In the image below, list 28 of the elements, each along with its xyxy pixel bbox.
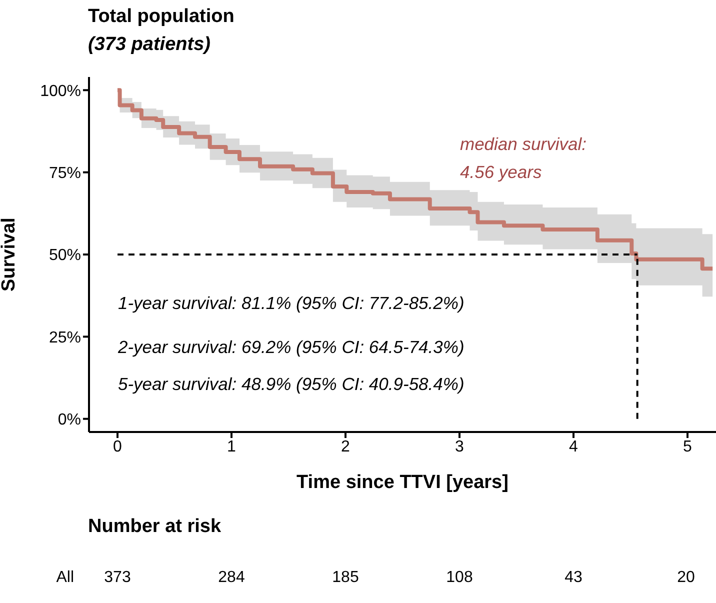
y-tick-label: 100% <box>40 82 81 100</box>
data-label: 373 <box>103 569 132 587</box>
x-axis-title: Time since TTVI [years] <box>296 472 508 493</box>
y-tick-label: 0% <box>58 412 81 429</box>
y-tick-label: 50% <box>48 247 81 264</box>
y-tick-label: 25% <box>48 329 81 346</box>
annotation: 1-year survival: 81.1% (95% CI: 77.2-85.2%) <box>118 293 464 314</box>
x-tick-label: 1 <box>227 438 236 456</box>
annotation: 2-year survival: 69.2% (95% CI: 64.5-74.3%) <box>118 337 464 358</box>
text: All <box>55 569 74 587</box>
x-tick-label: 5 <box>683 438 692 456</box>
data-label: 108 <box>445 569 474 587</box>
annotation: median survival: <box>460 134 586 155</box>
annotation: 4.56 years <box>460 162 542 183</box>
chart-subtitle: (373 patients) <box>88 34 210 56</box>
y-axis-title: Survival <box>0 218 20 292</box>
data-label: 185 <box>331 569 360 587</box>
chart-title: Total population <box>88 6 234 28</box>
y-tick-label: 75% <box>48 165 81 182</box>
x-tick-label: 4 <box>569 438 578 456</box>
data-label: 20 <box>676 569 696 587</box>
annotation: 5-year survival: 48.9% (95% CI: 40.9-58.4%) <box>118 374 464 395</box>
data-label: 43 <box>564 569 584 587</box>
text: Number at risk <box>88 516 222 538</box>
x-tick-label: 2 <box>341 438 350 456</box>
x-tick-label: 3 <box>455 438 464 456</box>
data-label: 284 <box>217 569 246 587</box>
x-tick-label: 0 <box>113 438 122 456</box>
